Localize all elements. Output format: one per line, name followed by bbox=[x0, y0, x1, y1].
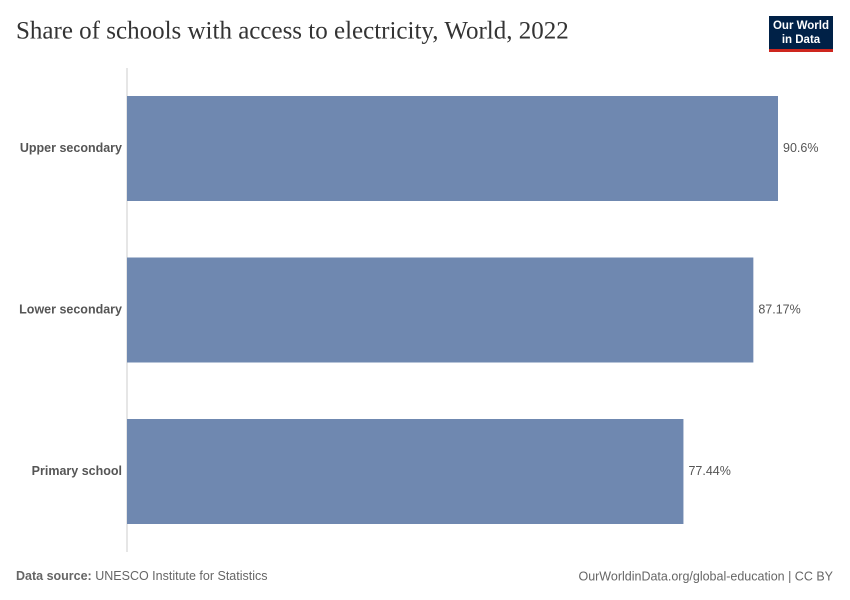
bars: Upper secondary 90.6% Lower secondary 87.17… bbox=[19, 96, 818, 524]
category-label: Upper secondary bbox=[20, 141, 122, 155]
category-label: Lower secondary bbox=[19, 302, 122, 316]
value-label: 77.44% bbox=[688, 464, 730, 478]
bar bbox=[127, 419, 684, 524]
footer-url[interactable]: OurWorldinData.org/global-education | CC… bbox=[578, 569, 833, 583]
chart-title: Share of schools with access to electric… bbox=[16, 18, 569, 45]
logo[interactable]: Our World in Data bbox=[769, 16, 833, 52]
logo-text: in Data bbox=[782, 34, 821, 46]
logo-text: Our World bbox=[773, 20, 829, 32]
source-text: UNESCO Institute for Statistics bbox=[95, 569, 267, 583]
value-label: 90.6% bbox=[783, 141, 818, 155]
bar bbox=[127, 96, 778, 201]
logo-underline bbox=[769, 49, 833, 52]
logo-box bbox=[769, 16, 833, 49]
category-label: Primary school bbox=[32, 464, 122, 478]
source: Data source: UNESCO Institute for Statis… bbox=[16, 569, 268, 583]
value-label: 87.17% bbox=[758, 302, 800, 316]
source-label: Data source: bbox=[16, 569, 92, 583]
bar bbox=[127, 257, 754, 363]
